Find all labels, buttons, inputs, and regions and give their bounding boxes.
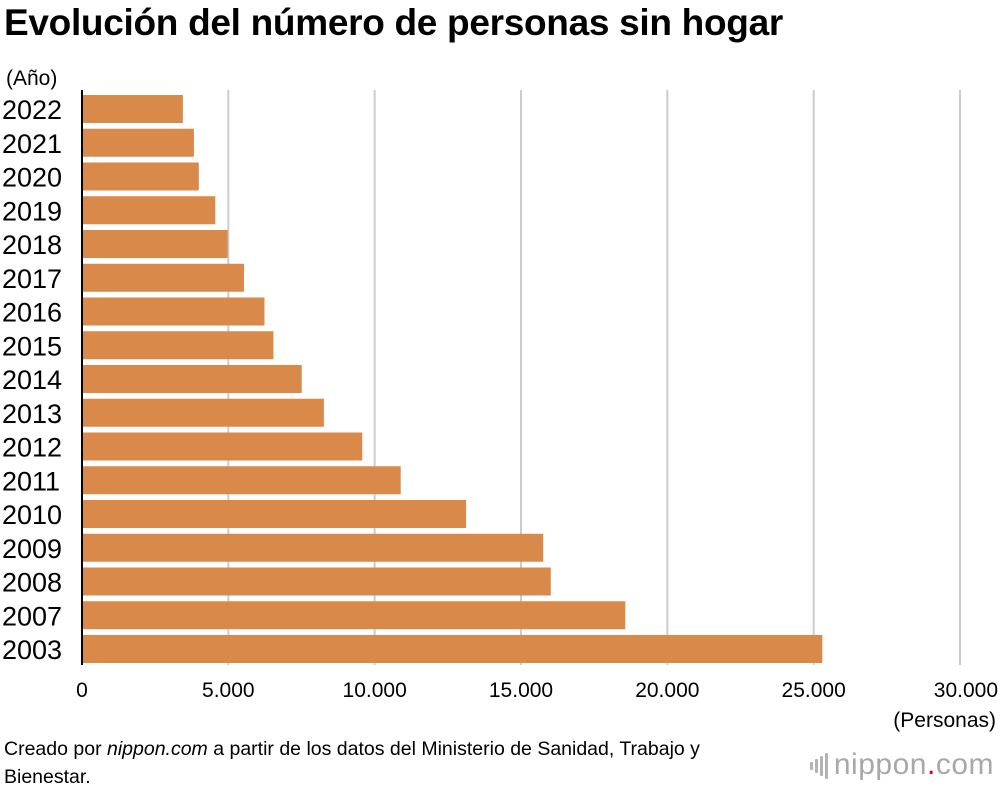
chart-title: Evolución del número de personas sin hog…	[4, 2, 783, 43]
x-tick-label: 30.000	[934, 679, 998, 702]
source-note: Creado por nippon.com a partir de los da…	[4, 735, 724, 791]
category-label: 2010	[2, 500, 62, 530]
bar-2020	[82, 162, 199, 191]
x-tick-label: 15.000	[489, 679, 553, 702]
bar-2021	[82, 128, 194, 157]
x-tick-label: 5.000	[202, 679, 255, 702]
source-site: nippon.com	[106, 738, 208, 760]
bar-2016	[82, 297, 265, 326]
category-label: 2009	[2, 534, 62, 564]
x-tick-label: 20.000	[635, 679, 699, 702]
bar-2011	[82, 466, 401, 495]
bar-2015	[82, 331, 274, 360]
logo-dot: .	[926, 748, 936, 781]
category-label: 2016	[2, 298, 62, 328]
category-labels: 2022202120202019201820172016201520142013…	[2, 95, 62, 665]
category-label: 2020	[2, 163, 62, 193]
grid-lines	[227, 90, 961, 665]
bar-2018	[82, 230, 228, 258]
bar-2019	[82, 196, 216, 225]
category-label: 2012	[2, 433, 62, 463]
category-label: 2018	[2, 230, 62, 260]
bar-2007	[82, 601, 626, 630]
bar-2013	[82, 398, 324, 427]
category-label: 2011	[2, 466, 60, 496]
category-label: 2013	[2, 399, 62, 429]
x-axis-label: (Personas)	[893, 709, 996, 732]
x-tick-label: 0	[76, 679, 88, 702]
bar-2014	[82, 365, 302, 393]
logo-text: nippon.com	[834, 750, 994, 780]
bar-2017	[82, 263, 244, 292]
nippon-logo: nippon.com	[809, 750, 994, 780]
logo-name: nippon	[833, 748, 927, 781]
bar-2008	[82, 567, 551, 596]
category-label: 2003	[2, 635, 62, 665]
category-label: 2008	[2, 568, 62, 598]
category-label: 2021	[2, 129, 62, 159]
category-label: 2022	[2, 95, 62, 125]
bar-2012	[82, 432, 363, 461]
bar-chart: 2022202120202019201820172016201520142013…	[2, 67, 998, 732]
x-tick-labels: 0 5.000 10.000 15.000 20.000 25.000 30.000	[76, 679, 998, 702]
category-label: 2007	[2, 601, 62, 631]
x-tick-label: 25.000	[782, 679, 846, 702]
y-axis-label: (Año)	[6, 67, 57, 90]
bar-2010	[82, 500, 467, 528]
category-label: 2014	[2, 365, 62, 395]
x-tick-label: 10.000	[343, 679, 407, 702]
category-label: 2015	[2, 331, 62, 361]
source-prefix: Creado por	[4, 738, 107, 760]
source-suffix: a partir de los datos del Ministerio de …	[4, 738, 700, 788]
category-label: 2019	[2, 196, 62, 226]
bars	[82, 95, 823, 663]
bar-2022	[82, 95, 183, 123]
logo-bars-icon	[809, 752, 828, 780]
logo-tld: com	[935, 748, 994, 781]
bar-2003	[82, 635, 823, 663]
bar-2009	[82, 533, 544, 562]
category-label: 2017	[2, 264, 62, 294]
